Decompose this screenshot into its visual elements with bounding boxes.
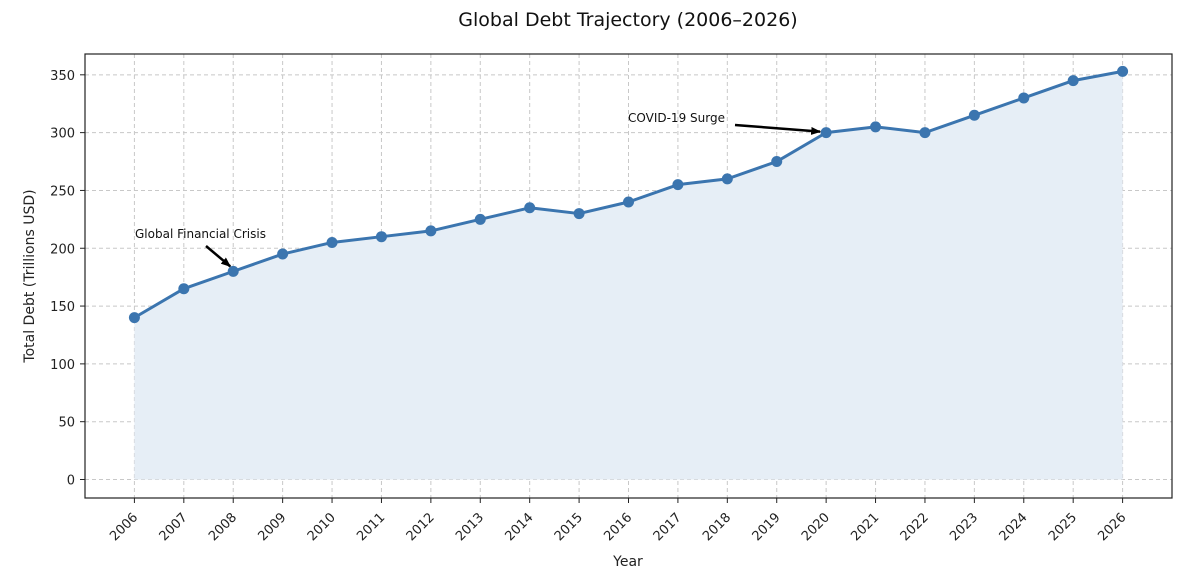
data-point xyxy=(771,156,783,168)
x-tick-label: 2024 xyxy=(997,510,1031,544)
data-point xyxy=(524,202,536,214)
data-point xyxy=(128,312,140,324)
area-under-line xyxy=(134,71,1123,480)
data-point xyxy=(1018,92,1030,104)
x-tick-label: 2021 xyxy=(848,510,882,544)
data-point xyxy=(178,283,190,295)
data-point xyxy=(919,127,931,139)
y-axis-ticks: 0 50 100 150 200 250 300 350 xyxy=(50,69,85,489)
annotation-arrow xyxy=(734,123,822,135)
data-point xyxy=(1117,65,1129,77)
annotation-financial-crisis: Global Financial Crisis xyxy=(135,227,266,241)
x-tick-label: 2008 xyxy=(206,510,240,544)
x-tick-label: 2016 xyxy=(601,510,635,544)
data-point xyxy=(623,196,634,208)
x-tick-label: 2007 xyxy=(157,510,191,544)
x-tick-label: 2019 xyxy=(750,510,784,544)
data-point xyxy=(820,127,832,139)
x-tick-label: 2023 xyxy=(947,510,981,544)
x-tick-label: 2020 xyxy=(799,510,833,544)
data-point xyxy=(474,213,486,225)
y-tick-label: 50 xyxy=(58,416,75,431)
data-points xyxy=(128,65,1129,324)
y-tick-label: 300 xyxy=(50,127,75,142)
data-point xyxy=(573,208,585,220)
x-tick-label: 2026 xyxy=(1095,510,1129,544)
x-axis-ticks: 2006 2007 2008 2009 2010 2011 2012 2013 2014 2015… xyxy=(107,498,1129,544)
data-point xyxy=(672,179,684,191)
x-tick-label: 2009 xyxy=(255,510,289,544)
y-tick-label: 250 xyxy=(50,184,75,199)
annotation-covid-surge: COVID-19 Surge xyxy=(628,111,725,125)
data-point xyxy=(375,231,387,243)
y-tick-label: 0 xyxy=(67,474,75,489)
x-tick-label: 2006 xyxy=(107,510,141,544)
x-tick-label: 2012 xyxy=(404,510,438,544)
x-tick-label: 2014 xyxy=(503,510,537,544)
annotation-arrow xyxy=(205,245,232,268)
data-point xyxy=(1067,75,1079,87)
x-tick-label: 2015 xyxy=(552,510,586,544)
y-tick-label: 100 xyxy=(50,358,75,373)
x-tick-label: 2025 xyxy=(1046,510,1080,544)
x-tick-label: 2018 xyxy=(700,510,734,544)
y-tick-label: 200 xyxy=(50,242,75,257)
data-point xyxy=(721,173,733,185)
chart-title: Global Debt Trajectory (2006–2026) xyxy=(458,9,797,31)
y-tick-label: 150 xyxy=(50,300,75,315)
data-point xyxy=(870,121,882,133)
x-tick-label: 2013 xyxy=(453,510,487,544)
data-point xyxy=(227,265,239,277)
data-point xyxy=(968,109,980,121)
y-axis-label: Total Debt (Trillions USD) xyxy=(22,189,38,363)
y-tick-label: 350 xyxy=(50,69,75,84)
data-point xyxy=(425,225,437,237)
annotations: Global Financial Crisis COVID-19 Surge xyxy=(135,111,822,268)
data-point xyxy=(277,248,289,260)
x-tick-label: 2011 xyxy=(354,510,388,544)
area-fill xyxy=(134,71,1123,480)
data-point xyxy=(326,236,338,248)
x-tick-label: 2010 xyxy=(305,510,339,544)
x-tick-label: 2022 xyxy=(898,510,932,544)
x-tick-label: 2017 xyxy=(651,510,685,544)
x-axis-label: Year xyxy=(612,554,643,570)
